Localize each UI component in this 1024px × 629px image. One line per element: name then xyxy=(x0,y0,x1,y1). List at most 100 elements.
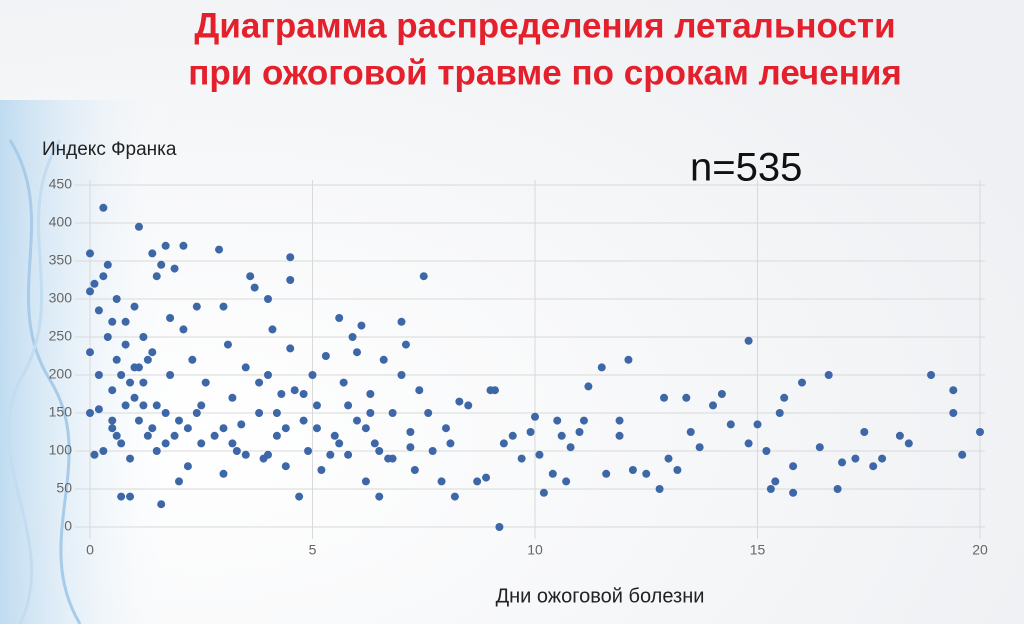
scatter-point xyxy=(286,253,295,262)
scatter-point xyxy=(744,439,753,448)
y-tick-label: 150 xyxy=(49,404,73,420)
scatter-point xyxy=(780,393,789,402)
scatter-point xyxy=(775,409,784,417)
scatter-point xyxy=(869,462,878,471)
scatter-point xyxy=(179,325,188,334)
scatter-point xyxy=(255,378,264,387)
scatter-point xyxy=(682,393,691,402)
scatter-point xyxy=(117,371,126,379)
scatter-point xyxy=(139,333,148,341)
scatter-point xyxy=(312,424,321,433)
scatter-point xyxy=(201,378,210,387)
y-tick-label: 400 xyxy=(49,214,73,230)
scatter-point xyxy=(798,378,806,387)
scatter-point xyxy=(401,340,410,349)
scatter-point xyxy=(126,378,135,387)
scatter-point xyxy=(264,450,272,459)
scatter-point xyxy=(615,431,624,440)
chart-title: при ожоговой травме по срокам лечения xyxy=(188,53,902,92)
plot-area: 0 50 100 150 200 250 300 350 400 450 0 5 10 15 20 xyxy=(49,176,988,558)
scatter-point xyxy=(99,447,108,455)
scatter-point xyxy=(379,355,388,364)
scatter-point xyxy=(90,279,99,288)
scatter-point xyxy=(553,416,562,425)
scatter-point xyxy=(130,393,139,402)
scatter-point xyxy=(139,401,148,410)
scatter-point xyxy=(976,428,984,436)
scatter-point xyxy=(219,302,228,311)
scatter-point xyxy=(286,276,295,284)
scatter-point xyxy=(958,450,967,459)
scatter-point xyxy=(575,428,584,436)
annotation: n=535 xyxy=(690,146,802,190)
scatter-point xyxy=(286,344,295,353)
scatter-point xyxy=(272,409,281,417)
x-tick-label: 5 xyxy=(309,542,317,558)
scatter-point xyxy=(406,443,415,452)
scatter-point xyxy=(126,454,135,463)
scatter-point xyxy=(833,485,842,493)
scatter-point xyxy=(482,473,491,482)
scatter-point xyxy=(148,424,157,433)
scatter-point xyxy=(175,416,183,425)
dna-strand xyxy=(6,139,62,625)
scatter-point xyxy=(446,439,455,448)
scatter-point xyxy=(241,363,250,372)
scatter-point xyxy=(290,386,299,395)
y-tick-label: 50 xyxy=(56,480,72,496)
y-tick-label: 250 xyxy=(49,328,73,344)
scatter-point xyxy=(134,222,143,231)
scatter-point xyxy=(152,272,161,281)
scatter-point xyxy=(277,390,286,398)
scatter-point xyxy=(121,340,130,349)
scatter-point xyxy=(442,424,450,433)
scatter-point xyxy=(94,371,103,379)
scatter-point xyxy=(419,272,428,281)
scatter-point xyxy=(121,401,130,410)
scatter-point xyxy=(134,363,143,372)
scatter-point xyxy=(361,424,370,433)
scatter-point xyxy=(753,420,762,429)
scatter-point xyxy=(143,431,152,440)
scatter-point xyxy=(108,317,117,326)
scatter-point xyxy=(192,302,201,311)
scatter-point xyxy=(152,447,161,455)
scatter-point xyxy=(673,466,682,474)
scatter-point xyxy=(321,352,330,360)
scatter-point xyxy=(255,409,264,417)
scatter-point xyxy=(232,447,241,455)
y-tick-label: 300 xyxy=(49,290,73,306)
scatter-point xyxy=(562,477,571,486)
scatter-point xyxy=(339,378,348,387)
scatter-point xyxy=(264,295,272,303)
scatter-point xyxy=(695,443,704,452)
scatter-point xyxy=(766,485,775,493)
scatter-point xyxy=(838,458,847,467)
scatter-point xyxy=(161,409,170,417)
scatter-point xyxy=(219,424,228,433)
scatter-point xyxy=(366,409,375,417)
chart-title: Диаграмма распределения летальности xyxy=(194,6,895,45)
scatter-point xyxy=(949,409,958,417)
scatter-point xyxy=(490,386,499,395)
scatter-point xyxy=(166,371,175,379)
scatter-point xyxy=(904,439,913,448)
y-tick-label: 100 xyxy=(49,442,73,458)
scatter-point xyxy=(228,393,237,402)
scatter-point xyxy=(508,431,517,440)
scatter-point xyxy=(241,450,250,459)
scatter-point xyxy=(397,371,406,379)
scatter-point xyxy=(397,317,406,326)
scatter-point xyxy=(762,447,771,455)
scatter-point xyxy=(157,500,166,509)
scatter-point xyxy=(117,492,126,501)
scatter-point xyxy=(375,492,384,501)
scatter-point xyxy=(548,469,557,478)
scatter-point xyxy=(112,431,121,440)
scatter-point xyxy=(90,450,99,459)
scatter-point xyxy=(188,355,197,364)
scatter-point xyxy=(86,409,94,417)
scatter-point xyxy=(108,424,117,433)
scatter-point xyxy=(717,390,726,398)
scatter-point xyxy=(353,416,361,425)
